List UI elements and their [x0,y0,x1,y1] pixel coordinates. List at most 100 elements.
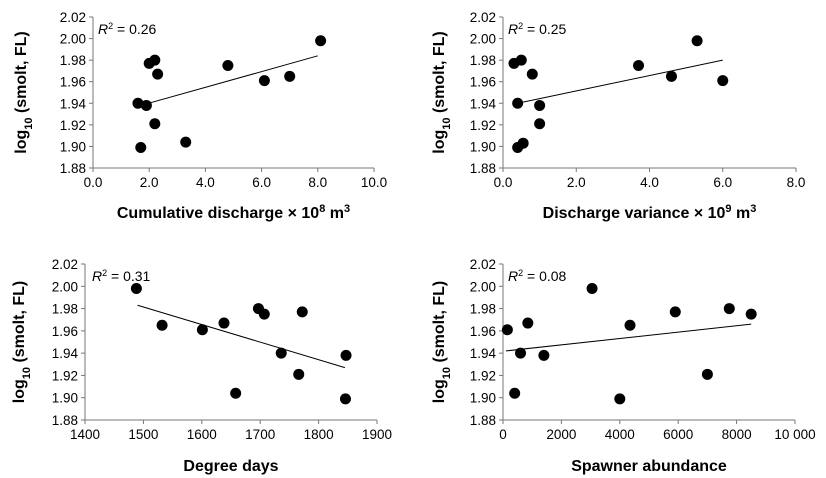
data-point [522,318,533,329]
r2-symbol: R [508,21,518,37]
y-axis-label: log10 (smolt, FL) [13,31,35,153]
r2-symbol: R [98,21,108,37]
x-label-main: Cumulative discharge × 10 [117,205,319,222]
data-point [512,98,523,109]
y-label-subscript: 10 [23,117,35,129]
chart-panel-4: 1.88 1.90 1.92 1.94 1.96 1.98 2.00 2.02 0 2000 400… [431,257,816,475]
data-point [131,283,142,294]
data-point [218,318,229,329]
y-tick-label: 1.88 [60,161,86,176]
r2-value: = 0.25 [523,21,566,37]
x-tick-label: 1900 [362,427,392,442]
x-tick-label: 1700 [245,427,275,442]
x-tick-label: 2.0 [567,175,586,190]
y-tick-label: 1.94 [470,96,497,111]
x-tick-label: 4.0 [640,175,659,190]
data-point [518,138,529,149]
y-tick-label: 1.94 [60,96,87,111]
r2-value: = 0.08 [523,268,566,284]
x-tick-label: 0.0 [494,175,513,190]
data-point [180,137,191,148]
r2-value: = 0.26 [113,21,156,37]
data-point [702,369,713,380]
y-label-rest: (smolt, FL) [11,281,28,367]
data-point [666,71,677,82]
y-label-subscript: 10 [441,367,453,379]
data-point [293,369,304,380]
data-point [534,100,545,111]
y-tick-label: 1.96 [470,75,496,90]
y-tick-label: 2.00 [60,32,86,47]
y-tick-label: 1.90 [52,391,78,406]
data-point [276,348,287,359]
x-axis-label: Discharge variance × 109 m3 [543,203,757,222]
y-label-subscript: 10 [21,367,33,379]
x-tick-label: 1400 [70,427,100,442]
data-point [152,69,163,80]
x-tick-label: 0.0 [84,175,103,190]
data-point [670,306,681,317]
data-point [259,75,270,86]
data-point [527,69,538,80]
y-tick-label: 2.02 [52,257,78,272]
y-tick-label: 1.98 [60,53,86,68]
x-axis-label: Spawner abundance [571,458,727,475]
x-tick-label: 1600 [187,427,217,442]
x-tick-label: 1800 [304,427,334,442]
data-point [315,35,326,46]
data-point [692,35,703,46]
x-tick-label: 6.0 [252,175,271,190]
data-point [341,350,352,361]
data-point [284,71,295,82]
y-tick-label: 1.92 [470,368,496,383]
r-squared-label: R2 = 0.25 [508,21,567,37]
x-axis-label: Degree days [183,458,278,475]
x-tick-label: 8.0 [308,175,327,190]
y-tick-label: 1.92 [470,118,496,133]
y-label-log: log [431,130,448,154]
y-label-rest: (smolt, FL) [431,31,448,117]
x-tick-label: 2.0 [140,175,159,190]
y-tick-label: 1.92 [52,368,78,383]
x-label-unit-exponent: 3 [344,203,350,215]
x-label-unit: m [325,205,344,222]
y-label-subscript: 10 [441,117,453,129]
trend-line [138,305,345,367]
r-squared-label: R2 = 0.26 [98,21,157,37]
data-point [717,75,728,86]
y-tick-label: 2.02 [60,10,86,25]
data-point [516,55,527,66]
chart-panel-1: 1.88 1.90 1.92 1.94 1.96 1.98 2.00 2.02 0.0 2.0 4.… [13,10,387,222]
trend-line [518,60,723,103]
y-label-log: log [11,379,28,403]
y-label-rest: (smolt, FL) [13,31,30,117]
r2-symbol: R [92,268,102,284]
y-tick-label: 1.96 [60,75,86,90]
x-label-unit-exponent: 3 [750,203,756,215]
y-axis-label: log10 (smolt, FL) [431,281,453,403]
x-tick-label: 4.0 [196,175,215,190]
data-point [149,118,160,129]
data-point [724,303,735,314]
data-point [141,100,152,111]
x-tick-label: 8000 [722,427,752,442]
y-tick-label: 2.02 [470,257,496,272]
data-point [746,309,757,320]
data-point [259,309,270,320]
y-axis-label: log10 (smolt, FL) [431,31,453,153]
x-tick-label: 2000 [546,427,576,442]
data-point [534,118,545,129]
y-tick-label: 1.96 [470,324,496,339]
data-point [625,320,636,331]
x-tick-label: 6.0 [713,175,732,190]
x-tick-label: 10 000 [774,427,815,442]
y-tick-label: 1.94 [470,346,497,361]
y-tick-label: 1.88 [52,413,78,428]
r2-symbol: R [508,268,518,284]
x-tick-label: 1500 [128,427,158,442]
y-tick-label: 1.98 [470,302,496,317]
data-point [297,306,308,317]
y-tick-label: 1.98 [470,53,496,68]
y-tick-label: 2.00 [52,279,78,294]
